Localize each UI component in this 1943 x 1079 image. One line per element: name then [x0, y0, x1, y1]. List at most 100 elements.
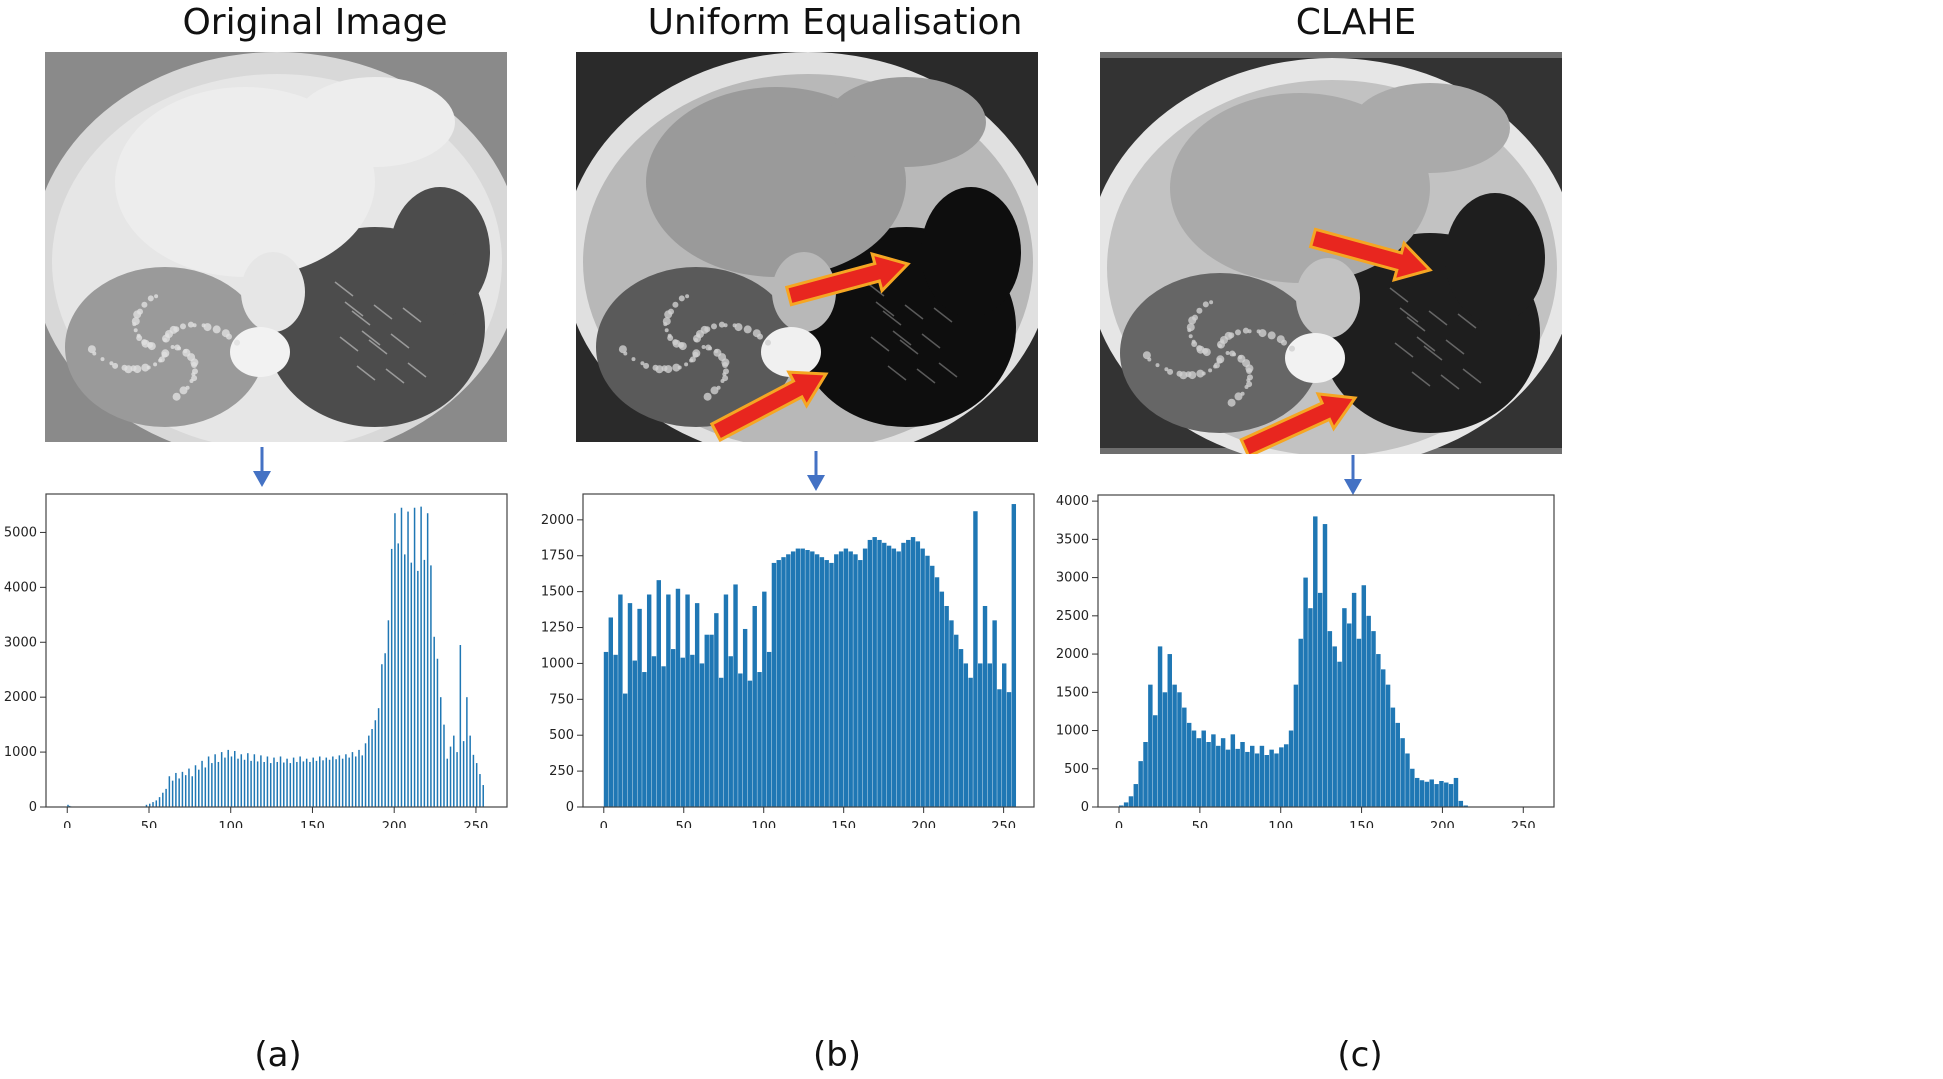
histogram-bar: [1230, 734, 1236, 807]
histogram-bar: [243, 759, 246, 807]
histogram-bar: [1298, 638, 1303, 807]
y-tick-label: 1500: [1056, 685, 1089, 700]
panel-title: Original Image: [182, 2, 448, 43]
histogram-bar: [949, 620, 954, 807]
histogram-bar: [400, 507, 403, 807]
histogram-bar: [670, 649, 676, 807]
histogram-bar: [279, 756, 282, 807]
histogram-bar: [1167, 654, 1172, 807]
histogram-bar: [207, 756, 210, 807]
histogram-bar: [1453, 777, 1459, 807]
histogram-bar: [220, 752, 223, 807]
histogram-bar: [675, 588, 681, 807]
histogram-bar: [685, 594, 690, 807]
histogram-bar: [603, 651, 609, 807]
histogram-bar: [622, 693, 628, 807]
histogram-bar: [348, 757, 350, 807]
histogram-bar: [1152, 715, 1158, 807]
histogram-bar: [325, 757, 328, 807]
histogram-bar: [407, 511, 409, 807]
histogram-bar: [351, 752, 354, 807]
red-arrow-icon: [709, 370, 829, 442]
histogram-bar: [714, 613, 719, 807]
histogram-bar: [319, 756, 321, 807]
histogram-bar: [958, 649, 964, 807]
histogram-bar: [757, 672, 762, 807]
histogram-bar: [886, 545, 892, 807]
histogram-bar: [1458, 800, 1464, 807]
y-tick-label: 3000: [1056, 571, 1089, 586]
histogram-bar: [1439, 781, 1444, 807]
histogram-bar: [237, 758, 239, 807]
histogram-bar: [217, 761, 220, 807]
caption-c: (c): [1337, 1035, 1383, 1075]
histogram-bar: [1405, 753, 1410, 807]
histogram-bar: [915, 541, 921, 807]
histogram-bar: [642, 672, 647, 807]
histogram-bar: [1327, 631, 1333, 807]
y-tick-label: 250: [549, 764, 574, 779]
histogram-bar: [910, 537, 916, 807]
histogram-bar: [417, 570, 419, 807]
histogram-bar: [449, 746, 452, 807]
y-tick-label: 1000: [541, 656, 574, 671]
histogram-bar: [733, 584, 738, 807]
histogram-bar: [867, 539, 873, 807]
ct-image-clahe: [1100, 52, 1562, 454]
histogram-bar: [1400, 738, 1405, 807]
histogram-bar: [384, 653, 386, 807]
histogram-bar: [204, 767, 207, 807]
histogram-bar: [786, 554, 791, 807]
histogram-bar: [296, 761, 298, 807]
y-tick-label: 0: [566, 800, 574, 815]
histogram-bar: [1361, 585, 1367, 807]
histogram-bar: [227, 749, 229, 807]
histogram-bar: [211, 763, 213, 807]
histogram-bar: [148, 803, 151, 807]
down-arrow-icon: [1344, 455, 1362, 495]
histogram-bar: [1288, 730, 1294, 807]
histogram-bar: [1269, 749, 1274, 807]
histogram-bar: [973, 511, 978, 807]
histogram-bar: [891, 548, 897, 807]
y-tick-label: 0: [29, 800, 37, 815]
y-tick-label: 3500: [1056, 532, 1089, 547]
histogram-bar: [646, 594, 652, 807]
panel-title: Uniform Equalisation: [647, 2, 1023, 43]
histogram-bar: [790, 551, 796, 807]
histogram-bar: [371, 729, 373, 807]
red-arrow-icon: [1239, 392, 1358, 454]
histogram-bar: [299, 756, 301, 807]
histogram-bar: [1182, 707, 1187, 807]
x-tick-label: 100: [751, 820, 776, 828]
histogram-bar: [690, 654, 695, 807]
y-tick-label: 3000: [4, 635, 37, 650]
histogram-bar: [1429, 779, 1434, 807]
x-tick-label: 200: [1430, 820, 1455, 828]
histogram-bar: [430, 565, 432, 807]
histogram-bar: [930, 565, 935, 807]
y-tick-label: 2000: [4, 690, 37, 705]
x-tick-label: 100: [1268, 820, 1293, 828]
y-tick-label: 1500: [541, 585, 574, 600]
histogram-bar: [920, 548, 925, 807]
histogram-bar: [158, 797, 161, 807]
histogram-bar: [747, 680, 753, 807]
histogram-bar: [771, 562, 777, 807]
histogram-bar: [637, 608, 642, 807]
x-tick-label: 0: [63, 820, 71, 828]
histogram-bar: [1133, 784, 1139, 807]
histogram-bar: [934, 577, 940, 807]
panel-clahe: CLAHE 0 50 100 150 200 250 0 500 1000 1500 2000 250…: [1040, 0, 1680, 1079]
y-tick-label: 1000: [4, 745, 37, 760]
histogram-bar: [1337, 661, 1342, 807]
histogram-bar: [982, 605, 988, 807]
histogram-bar: [896, 551, 901, 807]
histogram-bar: [433, 636, 435, 807]
x-tick-label: 100: [218, 820, 243, 828]
x-tick-label: 250: [1511, 820, 1536, 828]
histogram-bar: [224, 757, 226, 807]
histogram-bar: [1254, 753, 1260, 807]
histogram-bar: [810, 551, 815, 807]
histogram-bar: [819, 557, 825, 807]
